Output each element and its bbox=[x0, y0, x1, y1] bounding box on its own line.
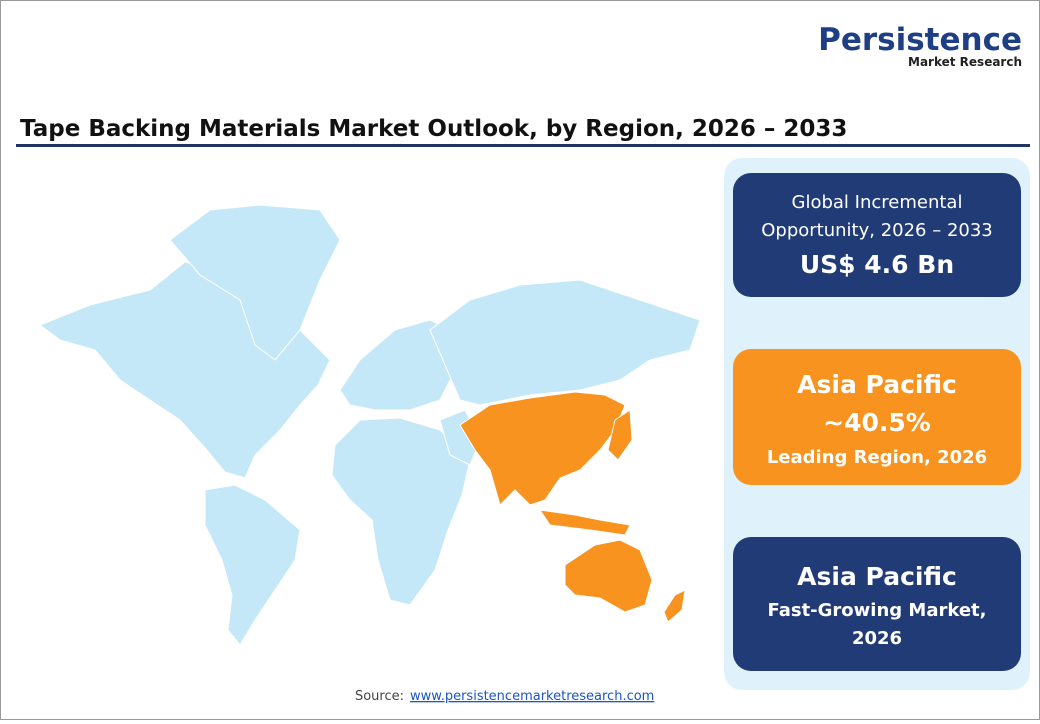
card-region: Asia Pacific bbox=[797, 562, 957, 591]
title: Tape Backing Materials Market Outlook, b… bbox=[20, 116, 847, 142]
new-zealand bbox=[663, 589, 686, 623]
australia bbox=[564, 539, 653, 613]
card bbox=[733, 173, 1021, 297]
logo-name: Persistence bbox=[818, 22, 1022, 58]
japan bbox=[607, 409, 633, 461]
card-line: Global Incremental bbox=[792, 192, 963, 213]
asia-pacific-map bbox=[459, 391, 686, 623]
greenland bbox=[169, 204, 341, 361]
card bbox=[733, 349, 1021, 485]
source-link[interactable]: www.persistencemarketresearch.com bbox=[410, 689, 654, 704]
card-line: Fast-Growing Market, bbox=[767, 600, 986, 621]
asia-mainland bbox=[459, 391, 626, 506]
card-value: US$ 4.6 Bn bbox=[800, 250, 954, 279]
card-line: Opportunity, 2026 – 2033 bbox=[761, 220, 993, 241]
russia bbox=[429, 279, 701, 406]
title-rule bbox=[16, 144, 1030, 147]
card-region: Asia Pacific bbox=[797, 370, 957, 399]
indonesia bbox=[538, 509, 631, 536]
source-label: Source: bbox=[355, 689, 404, 704]
card-caption: Leading Region, 2026 bbox=[767, 447, 987, 468]
card bbox=[733, 537, 1021, 671]
africa bbox=[331, 417, 471, 606]
logo-tagline: Market Research bbox=[908, 55, 1022, 69]
card-value: ~40.5% bbox=[823, 408, 931, 437]
card-line: 2026 bbox=[852, 628, 902, 649]
south-america bbox=[204, 484, 301, 646]
world-map bbox=[38, 204, 701, 646]
